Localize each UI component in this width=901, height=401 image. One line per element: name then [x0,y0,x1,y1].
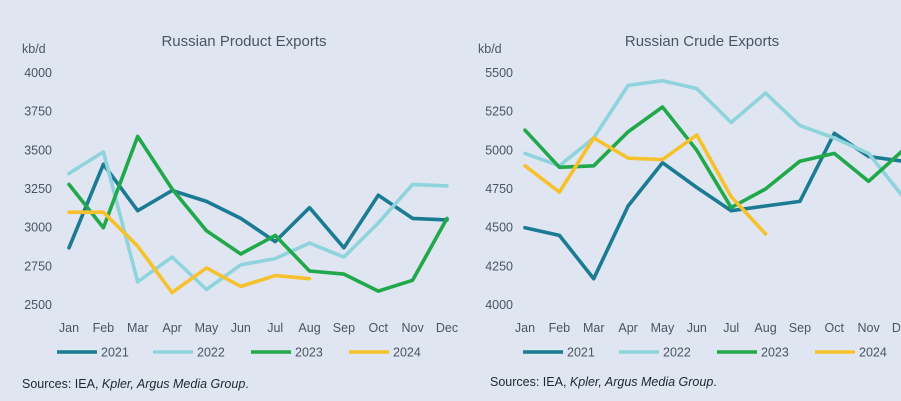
x-tick-label: May [195,321,219,335]
source-italic: Kpler, Argus Media Group [569,375,714,389]
x-tick-label: Sep [789,321,811,335]
y-tick-label: 3750 [24,105,52,119]
legend-label-2021: 2021 [567,346,595,360]
x-tick-label: Aug [754,321,776,335]
x-tick-label: Jan [59,321,79,335]
series-line-2022 [523,78,901,198]
x-tick-label: Mar [127,321,149,335]
x-tick-label: Jul [723,321,739,335]
x-tick-label: Feb [93,321,115,335]
x-tick-label: Oct [825,321,845,335]
legend-label-2022: 2022 [197,346,225,360]
legend-label-2024: 2024 [393,346,421,360]
legend-label-2024: 2024 [859,346,887,360]
x-tick-label: Jun [687,321,707,335]
series-line-2022 [67,150,449,292]
x-tick-label: Dec [436,321,458,335]
y-tick-label: 5250 [485,105,513,119]
legend-label-2023: 2023 [761,346,789,360]
y-tick-label: 4000 [485,298,513,312]
series-line-2024 [523,133,768,236]
y-tick-label: 4500 [485,221,513,235]
series-line-2024 [67,210,312,295]
y-tick-label: 5000 [485,143,513,157]
source-prefix: Sources: IEA, [22,377,102,391]
chart-2: Russian Crude Exports kb/d 5500 5250 5000 475… [478,33,901,360]
y-tick-label: 4000 [24,66,52,80]
x-tick-label: Dec [892,321,901,335]
source-note-right: Sources: IEA, Kpler, Argus Media Group. [490,375,717,389]
series-line-2021 [67,162,449,250]
y-tick-label: 2750 [24,259,52,273]
y-tick-label: 3500 [24,143,52,157]
x-tick-label: Jan [515,321,535,335]
chart-title: Russian Crude Exports [625,33,779,50]
x-tick-label: Jul [267,321,283,335]
y-unit-label: kb/d [478,42,502,56]
series-line-2021 [523,131,901,281]
series-line-2023 [67,134,449,293]
x-tick-label: Aug [298,321,320,335]
x-tick-label: Nov [402,321,425,335]
y-tick-label: 5500 [485,66,513,80]
y-tick-label: 4250 [485,259,513,273]
y-tick-label: 3000 [24,221,52,235]
legend-label-2021: 2021 [101,346,129,360]
y-tick-label: 3250 [24,182,52,196]
source-suffix: . [245,377,249,391]
legend-label-2023: 2023 [295,346,323,360]
x-tick-label: Sep [333,321,355,335]
source-italic: Kpler, Argus Media Group [101,377,246,391]
x-tick-label: Apr [618,321,637,335]
x-tick-label: Nov [858,321,881,335]
x-tick-label: Feb [549,321,571,335]
y-unit-label: kb/d [22,42,46,56]
source-prefix: Sources: IEA, [490,375,570,389]
y-tick-label: 4750 [485,182,513,196]
x-tick-label: Apr [162,321,181,335]
x-tick-label: Mar [583,321,605,335]
y-tick-label: 2500 [24,298,52,312]
chart-1: Russian Product Exports kb/d 4000 3750 3500 3… [22,33,458,360]
series-line-2023 [523,105,901,210]
source-note-left: Sources: IEA, Kpler, Argus Media Group. [22,377,249,391]
source-suffix: . [713,375,717,389]
legend-label-2022: 2022 [663,346,691,360]
x-tick-label: Jun [231,321,251,335]
x-tick-label: Oct [369,321,389,335]
chart-title: Russian Product Exports [161,33,326,50]
x-tick-label: May [651,321,675,335]
